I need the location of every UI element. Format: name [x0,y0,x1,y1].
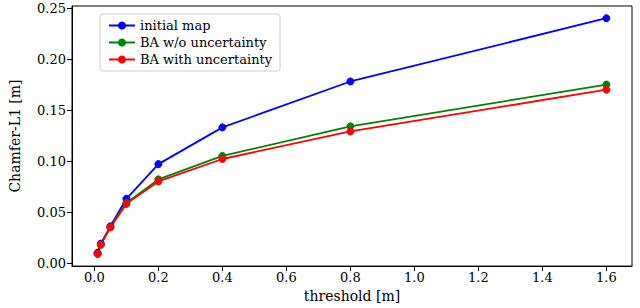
svg-text:1.6: 1.6 [596,270,617,285]
svg-text:0.20: 0.20 [37,52,66,67]
svg-text:0.00: 0.00 [37,256,66,271]
svg-text:0.6: 0.6 [276,270,297,285]
svg-text:BA w/o uncertainty: BA w/o uncertainty [140,35,267,50]
svg-text:0.8: 0.8 [340,270,361,285]
svg-text:threshold [m]: threshold [m] [304,288,400,304]
svg-text:0.4: 0.4 [212,270,233,285]
svg-text:0.15: 0.15 [37,103,66,118]
svg-text:0.0: 0.0 [84,270,105,285]
svg-text:0.25: 0.25 [37,1,66,16]
svg-text:1.4: 1.4 [532,270,553,285]
svg-text:0.05: 0.05 [37,205,66,220]
svg-text:0.2: 0.2 [148,270,169,285]
svg-text:initial map: initial map [140,18,211,33]
svg-text:Chamfer-L1 [m]: Chamfer-L1 [m] [7,80,23,193]
svg-text:BA with uncertainty: BA with uncertainty [140,52,273,67]
svg-text:0.10: 0.10 [37,154,66,169]
svg-text:1.0: 1.0 [404,270,425,285]
svg-text:1.2: 1.2 [468,270,489,285]
